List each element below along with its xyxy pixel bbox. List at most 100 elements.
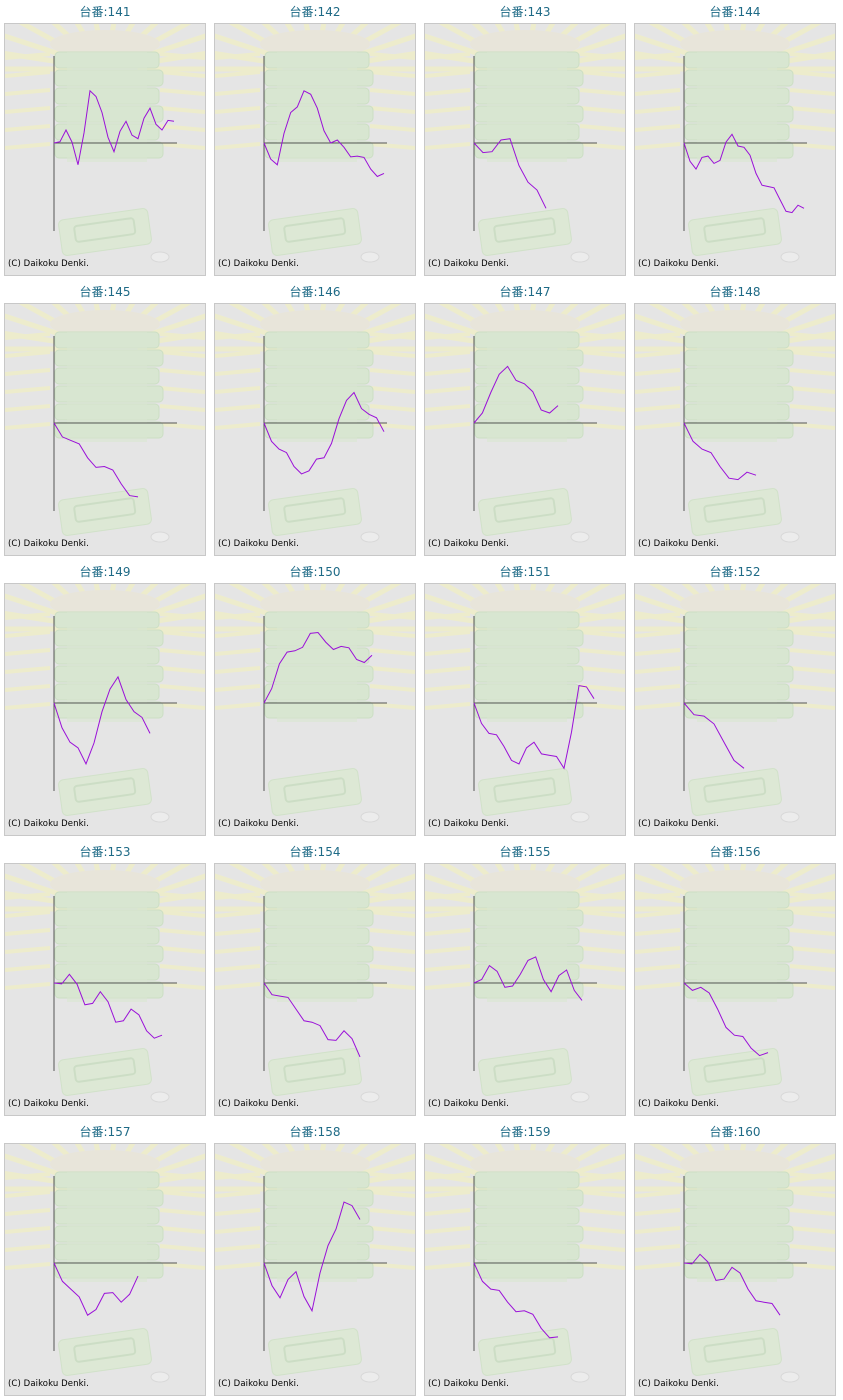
slump-graph-chart (5, 584, 205, 823)
machine-number-link[interactable]: 台番:148 (709, 285, 761, 299)
machine-number-link[interactable]: 台番:154 (289, 845, 341, 859)
machine-card[interactable]: 台番:147 (C) Daikoku Denki. (420, 280, 630, 560)
machine-background-art (425, 24, 625, 263)
machine-card[interactable]: 台番:154 (C) Daikoku Denki. (210, 840, 420, 1120)
slump-graph-chart (215, 864, 415, 1103)
slump-graph-frame[interactable]: (C) Daikoku Denki. (634, 583, 836, 836)
machine-background-art (425, 584, 625, 823)
machine-number-link[interactable]: 台番:146 (289, 285, 341, 299)
machine-background-art (215, 1144, 415, 1383)
machine-background-art (215, 24, 415, 263)
machine-card[interactable]: 台番:145 (C) Daikoku Denki. (0, 280, 210, 560)
machine-number-link[interactable]: 台番:141 (79, 5, 131, 19)
slump-graph-frame[interactable]: (C) Daikoku Denki. (4, 583, 206, 836)
machine-card[interactable]: 台番:143 (C) Daikoku Denki. (420, 0, 630, 280)
machine-card[interactable]: 台番:159 (C) Daikoku Denki. (420, 1120, 630, 1400)
slump-graph-frame[interactable]: (C) Daikoku Denki. (4, 303, 206, 556)
machine-background-art (635, 1144, 835, 1383)
slump-graph-frame[interactable]: (C) Daikoku Denki. (424, 1143, 626, 1396)
copyright-label: (C) Daikoku Denki. (218, 1379, 299, 1389)
machine-number-link[interactable]: 台番:153 (79, 845, 131, 859)
slump-graph-frame[interactable]: (C) Daikoku Denki. (4, 863, 206, 1116)
machine-number-link[interactable]: 台番:158 (289, 1125, 341, 1139)
slump-graph-frame[interactable]: (C) Daikoku Denki. (634, 23, 836, 276)
slump-line-series (53, 422, 139, 498)
slump-graph-chart (215, 584, 415, 823)
machine-card[interactable]: 台番:158 (C) Daikoku Denki. (210, 1120, 420, 1400)
machine-number-link[interactable]: 台番:143 (499, 5, 551, 19)
machine-background-art (215, 864, 415, 1103)
machine-card[interactable]: 台番:142 (C) Daikoku Denki. (210, 0, 420, 280)
machine-number-link[interactable]: 台番:149 (79, 565, 131, 579)
copyright-label: (C) Daikoku Denki. (218, 259, 299, 269)
slump-graph-frame[interactable]: (C) Daikoku Denki. (214, 863, 416, 1116)
slump-line-series (53, 89, 175, 165)
machine-number-link[interactable]: 台番:144 (709, 5, 761, 19)
slump-line-series (683, 982, 769, 1057)
slump-graph-chart (5, 304, 205, 543)
machine-card[interactable]: 台番:157 (C) Daikoku Denki. (0, 1120, 210, 1400)
machine-background-art (425, 864, 625, 1103)
slump-graph-frame[interactable]: (C) Daikoku Denki. (424, 303, 626, 556)
slump-graph-chart (635, 864, 835, 1103)
copyright-label: (C) Daikoku Denki. (8, 539, 89, 549)
slump-graph-chart (5, 24, 205, 263)
machine-card[interactable]: 台番:141 (C) Daikoku Denki. (0, 0, 210, 280)
slump-graph-frame[interactable]: (C) Daikoku Denki. (214, 23, 416, 276)
slump-graph-frame[interactable]: (C) Daikoku Denki. (634, 863, 836, 1116)
slump-line-series (683, 422, 757, 481)
slump-graph-chart (5, 864, 205, 1103)
machine-card[interactable]: 台番:151 (C) Daikoku Denki. (420, 560, 630, 840)
machine-number-link[interactable]: 台番:145 (79, 285, 131, 299)
machine-number-link[interactable]: 台番:157 (79, 1125, 131, 1139)
machine-card[interactable]: 台番:153 (C) Daikoku Denki. (0, 840, 210, 1120)
machine-background-art (5, 1144, 205, 1383)
machine-card[interactable]: 台番:148 (C) Daikoku Denki. (630, 280, 840, 560)
machine-background-art (425, 304, 625, 543)
slump-graph-frame[interactable]: (C) Daikoku Denki. (214, 583, 416, 836)
slump-line-series (473, 1262, 559, 1339)
slump-graph-frame[interactable]: (C) Daikoku Denki. (424, 23, 626, 276)
slump-graph-frame[interactable]: (C) Daikoku Denki. (634, 1143, 836, 1396)
machine-card[interactable]: 台番:144 (C) Daikoku Denki. (630, 0, 840, 280)
machine-number-link[interactable]: 台番:159 (499, 1125, 551, 1139)
slump-line-series (473, 365, 559, 424)
slump-graph-chart (635, 304, 835, 543)
machine-number-link[interactable]: 台番:155 (499, 845, 551, 859)
machine-background-art (215, 584, 415, 823)
machine-number-link[interactable]: 台番:142 (289, 5, 341, 19)
machine-card[interactable]: 台番:150 (C) Daikoku Denki. (210, 560, 420, 840)
machine-number-link[interactable]: 台番:156 (709, 845, 761, 859)
slump-graph-frame[interactable]: (C) Daikoku Denki. (634, 303, 836, 556)
machine-number-link[interactable]: 台番:152 (709, 565, 761, 579)
slump-graph-frame[interactable]: (C) Daikoku Denki. (4, 23, 206, 276)
machine-background-art (635, 584, 835, 823)
slump-line-series (683, 133, 805, 214)
machine-number-link[interactable]: 台番:150 (289, 565, 341, 579)
slump-graph-frame[interactable]: (C) Daikoku Denki. (214, 1143, 416, 1396)
machine-card[interactable]: 台番:155 (C) Daikoku Denki. (420, 840, 630, 1120)
machine-card[interactable]: 台番:152 (C) Daikoku Denki. (630, 560, 840, 840)
machine-card[interactable]: 台番:156 (C) Daikoku Denki. (630, 840, 840, 1120)
slump-graph-frame[interactable]: (C) Daikoku Denki. (214, 303, 416, 556)
machine-card[interactable]: 台番:160 (C) Daikoku Denki. (630, 1120, 840, 1400)
slump-graph-chart (425, 304, 625, 543)
copyright-label: (C) Daikoku Denki. (218, 819, 299, 829)
machine-card[interactable]: 台番:149 (C) Daikoku Denki. (0, 560, 210, 840)
machine-background-art (635, 304, 835, 543)
slump-line-series (473, 956, 583, 1001)
machine-number-link[interactable]: 台番:147 (499, 285, 551, 299)
machine-card[interactable]: 台番:146 (C) Daikoku Denki. (210, 280, 420, 560)
slump-graph-chart (635, 584, 835, 823)
slump-graph-frame[interactable]: (C) Daikoku Denki. (424, 583, 626, 836)
machine-number-link[interactable]: 台番:160 (709, 1125, 761, 1139)
slump-graph-chart (5, 1144, 205, 1383)
copyright-label: (C) Daikoku Denki. (638, 1099, 719, 1109)
machine-number-link[interactable]: 台番:151 (499, 565, 551, 579)
slump-graph-frame[interactable]: (C) Daikoku Denki. (424, 863, 626, 1116)
slump-line-series (263, 982, 361, 1058)
copyright-label: (C) Daikoku Denki. (8, 259, 89, 269)
copyright-label: (C) Daikoku Denki. (638, 539, 719, 549)
slump-graph-frame[interactable]: (C) Daikoku Denki. (4, 1143, 206, 1396)
